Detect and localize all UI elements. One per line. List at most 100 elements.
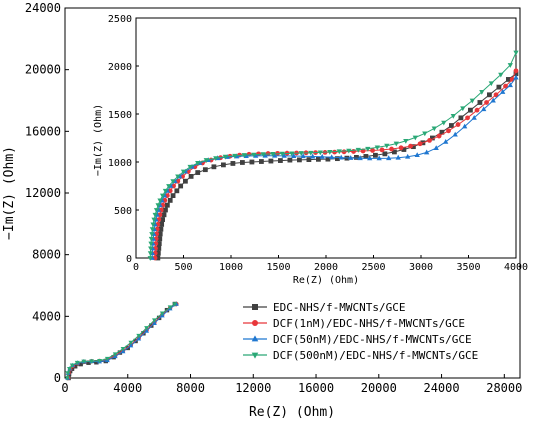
inset-data-point — [441, 120, 447, 126]
inset-data-point — [392, 149, 397, 155]
main-x-tick-label: 16000 — [298, 381, 334, 395]
inset-data-point — [281, 152, 287, 158]
main-data-point — [65, 371, 71, 376]
main-data-point — [152, 318, 157, 323]
inset-data-point — [175, 174, 181, 180]
inset-data-point — [157, 236, 163, 242]
inset-data-point — [310, 153, 316, 159]
inset-data-point — [149, 232, 155, 237]
inset-data-point — [308, 150, 314, 156]
main-x-tick-label: 8000 — [176, 381, 205, 395]
main-data-point — [69, 363, 75, 368]
main-data-point — [94, 360, 99, 365]
inset-x-tick-label: 4000 — [504, 262, 528, 273]
main-data-point — [144, 326, 150, 331]
inset-data-point — [157, 231, 163, 237]
inset-data-point — [431, 126, 437, 132]
inset-data-point — [393, 141, 399, 147]
inset-data-point — [506, 77, 511, 82]
main-x-ticks: 0 4000 8000 12000 16000 20000 24000 28000 — [61, 374, 522, 395]
main-y-ticks: 0 4000 8000 12000 16000 20000 24000 — [25, 1, 69, 385]
inset-data-point — [384, 143, 390, 149]
inset-data-point — [493, 92, 499, 98]
legend-marker — [252, 320, 258, 326]
inset-data-point — [338, 154, 344, 160]
legend-label: DCF(50nM)/EDC-NHS/f-MWCNTs/GCE — [273, 333, 472, 346]
inset-data-point — [507, 82, 513, 88]
main-data-point — [144, 328, 150, 333]
inset-data-point — [187, 164, 193, 170]
inset-data-point — [195, 161, 201, 166]
main-data-point — [66, 366, 72, 372]
inset-data-point — [259, 159, 264, 164]
legend-label: DCF(500nM)/EDC-NHS/f-MWCNTs/GCE — [273, 349, 478, 362]
main-data-point — [72, 364, 78, 369]
inset-data-point — [178, 183, 184, 189]
inset-plot-frame — [135, 17, 517, 259]
inset-data-point — [230, 161, 236, 166]
main-x-tick-label: 24000 — [423, 381, 459, 395]
main-x-axis-label: Re(Z) (Ohm) — [249, 405, 335, 420]
inset-data-point — [513, 71, 519, 77]
inset-data-point — [443, 138, 449, 144]
inset-x-tick-label: 1500 — [266, 262, 290, 273]
legend-marker — [251, 352, 259, 359]
main-x-tick-label: 12000 — [235, 381, 271, 395]
inset-x-tick-label: 1000 — [219, 262, 243, 273]
inset-data-point — [162, 188, 169, 194]
inset-data-point — [469, 98, 475, 104]
inset-data-point — [153, 208, 160, 213]
main-series-line — [68, 303, 176, 379]
main-data-point — [159, 311, 165, 316]
inset-data-point — [336, 149, 342, 155]
inset-y-axis-label: −Im(Z) (Ohm) — [93, 104, 104, 176]
inset-data-point — [166, 184, 172, 189]
inset-y-tick-label: 1000 — [108, 158, 132, 169]
inset-data-point — [427, 138, 432, 143]
inset-data-point — [163, 207, 168, 213]
inset-data-point — [363, 154, 369, 159]
inset-data-point — [203, 158, 209, 163]
inset-data-point — [411, 144, 416, 150]
inset-data-point — [319, 153, 325, 159]
inset-data-point — [471, 114, 477, 120]
inset-data-point — [462, 123, 468, 129]
inset-data-point — [389, 146, 394, 152]
main-data-point — [112, 352, 118, 357]
main-y-tick-label: 8000 — [32, 248, 61, 262]
inset-data-point — [291, 153, 297, 158]
inset-y-ticks: 0 500 1000 1500 2000 2500 — [108, 14, 139, 265]
inset-data-point — [405, 153, 411, 159]
inset-data-point — [164, 202, 170, 208]
inset-data-point — [446, 128, 451, 134]
inset-data-point — [289, 151, 295, 157]
inset-data-point — [357, 155, 363, 161]
inset-data-point — [439, 129, 445, 135]
inset-data-point — [148, 241, 154, 247]
main-series-group — [64, 301, 179, 381]
inset-data-point — [221, 162, 226, 168]
inset-data-point — [297, 157, 302, 163]
inset-x-tick-label: 500 — [174, 262, 192, 273]
inset-data-point — [487, 92, 492, 98]
inset-data-point — [213, 156, 219, 162]
inset-data-point — [398, 145, 404, 151]
inset-data-point — [417, 141, 423, 147]
main-data-point — [172, 302, 178, 307]
inset-data-point — [211, 164, 217, 170]
inset-data-point — [367, 155, 373, 161]
inset-data-point — [332, 149, 337, 155]
inset-data-point — [270, 152, 276, 157]
legend-label: DCF(1nM)/EDC-NHS/f-MWCNTs/GCE — [273, 317, 465, 330]
inset-y-tick-label: 0 — [126, 254, 132, 265]
inset-data-point — [341, 149, 347, 155]
inset-data-point — [348, 155, 354, 160]
inset-data-point — [395, 154, 401, 160]
inset-data-point — [513, 50, 519, 56]
inset-data-point — [481, 106, 487, 112]
main-y-tick-label: 16000 — [25, 124, 61, 138]
inset-data-point — [155, 250, 161, 256]
inset-data-point — [403, 138, 409, 144]
inset-data-point — [251, 152, 257, 158]
main-data-point — [97, 358, 102, 364]
